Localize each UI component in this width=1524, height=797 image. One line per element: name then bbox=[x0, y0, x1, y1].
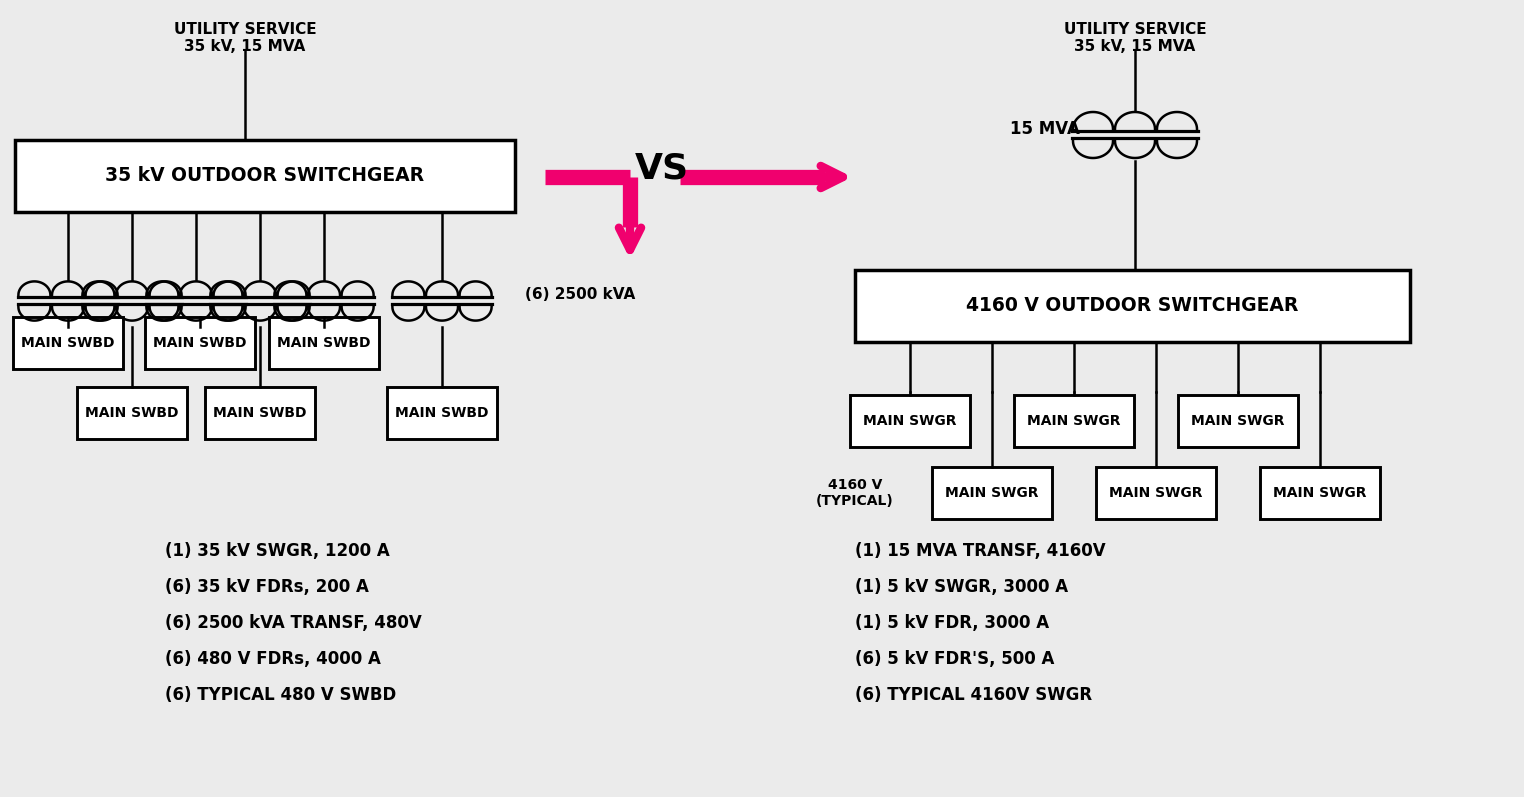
Text: MAIN SWBD: MAIN SWBD bbox=[395, 406, 489, 420]
Text: (6) 480 V FDRs, 4000 A: (6) 480 V FDRs, 4000 A bbox=[165, 650, 381, 668]
Bar bbox=[1260, 467, 1381, 519]
Bar bbox=[1013, 395, 1134, 447]
Text: 4160 V OUTDOOR SWITCHGEAR: 4160 V OUTDOOR SWITCHGEAR bbox=[966, 296, 1298, 316]
Text: (6) TYPICAL 480 V SWBD: (6) TYPICAL 480 V SWBD bbox=[165, 686, 396, 704]
Bar bbox=[15, 140, 515, 212]
Text: 15 MVA: 15 MVA bbox=[1010, 120, 1081, 138]
Bar bbox=[1178, 395, 1298, 447]
Text: MAIN SWGR: MAIN SWGR bbox=[1109, 486, 1202, 500]
Bar bbox=[850, 395, 969, 447]
Text: (1) 35 kV SWGR, 1200 A: (1) 35 kV SWGR, 1200 A bbox=[165, 542, 390, 560]
Text: MAIN SWGR: MAIN SWGR bbox=[1192, 414, 1285, 428]
Bar bbox=[145, 317, 255, 369]
Text: UTILITY SERVICE
35 kV, 15 MVA: UTILITY SERVICE 35 kV, 15 MVA bbox=[1064, 22, 1207, 54]
Text: (6) 2500 kVA TRANSF, 480V: (6) 2500 kVA TRANSF, 480V bbox=[165, 614, 422, 632]
Text: (6) 35 kV FDRs, 200 A: (6) 35 kV FDRs, 200 A bbox=[165, 578, 369, 596]
Text: MAIN SWGR: MAIN SWGR bbox=[1273, 486, 1367, 500]
Text: (1) 15 MVA TRANSF, 4160V: (1) 15 MVA TRANSF, 4160V bbox=[855, 542, 1105, 560]
Bar bbox=[855, 270, 1410, 342]
Bar bbox=[387, 387, 497, 439]
Text: UTILITY SERVICE
35 kV, 15 MVA: UTILITY SERVICE 35 kV, 15 MVA bbox=[174, 22, 317, 54]
Text: (6) 2500 kVA: (6) 2500 kVA bbox=[524, 288, 636, 303]
Text: MAIN SWBD: MAIN SWBD bbox=[213, 406, 306, 420]
Text: MAIN SWBD: MAIN SWBD bbox=[85, 406, 178, 420]
Bar bbox=[206, 387, 315, 439]
Text: 35 kV OUTDOOR SWITCHGEAR: 35 kV OUTDOOR SWITCHGEAR bbox=[105, 167, 425, 186]
Text: (6) TYPICAL 4160V SWGR: (6) TYPICAL 4160V SWGR bbox=[855, 686, 1093, 704]
Text: MAIN SWBD: MAIN SWBD bbox=[154, 336, 247, 350]
Text: (6) 5 kV FDR'S, 500 A: (6) 5 kV FDR'S, 500 A bbox=[855, 650, 1055, 668]
Text: MAIN SWBD: MAIN SWBD bbox=[277, 336, 370, 350]
Bar bbox=[1096, 467, 1216, 519]
Bar bbox=[933, 467, 1052, 519]
Bar bbox=[14, 317, 123, 369]
Text: MAIN SWGR: MAIN SWGR bbox=[945, 486, 1039, 500]
Text: MAIN SWGR: MAIN SWGR bbox=[1027, 414, 1120, 428]
Text: 4160 V
(TYPICAL): 4160 V (TYPICAL) bbox=[817, 478, 895, 508]
Text: MAIN SWBD: MAIN SWBD bbox=[21, 336, 114, 350]
Text: (1) 5 kV FDR, 3000 A: (1) 5 kV FDR, 3000 A bbox=[855, 614, 1049, 632]
Bar bbox=[78, 387, 187, 439]
Text: (1) 5 kV SWGR, 3000 A: (1) 5 kV SWGR, 3000 A bbox=[855, 578, 1068, 596]
Text: MAIN SWGR: MAIN SWGR bbox=[863, 414, 957, 428]
Text: VS: VS bbox=[636, 152, 689, 186]
Bar bbox=[270, 317, 379, 369]
